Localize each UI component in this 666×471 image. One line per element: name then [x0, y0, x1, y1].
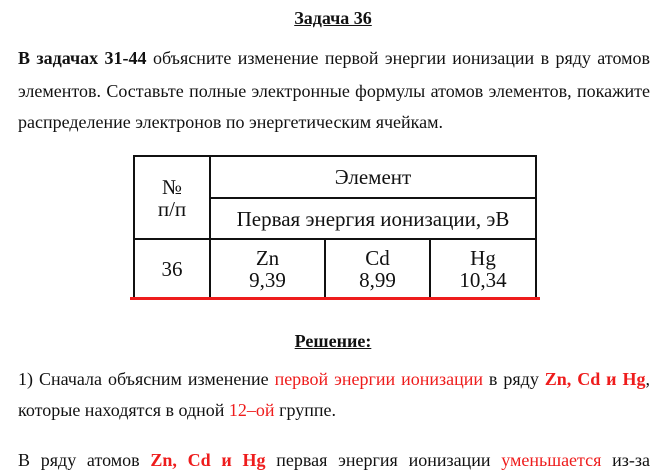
task-line-2: элементов. Составьте полные электронные … [18, 81, 650, 101]
task-range: В задачах 31-44 [18, 48, 147, 68]
row-number: 36 [133, 238, 211, 300]
task-line-3: распределение электронов по энергетическ… [18, 112, 444, 132]
element-cell: Hg 10,34 [429, 238, 537, 300]
element-header: Элемент [209, 155, 537, 199]
energy-header: Первая энергия ионизации, эВ [209, 197, 537, 240]
task-text: объясните изменение первой энергии иониз… [146, 48, 650, 68]
task-line-1: В задачах 31-44 объясните изменение перв… [18, 47, 650, 69]
solution-line-2: которые находятся в одной 12–ой группе. [18, 400, 336, 420]
task-title: Задача 36 [294, 8, 372, 28]
solution-line-1: 1) Сначала объясним изменение первой эне… [18, 369, 651, 389]
ionization-table: № п/п Элемент Первая энергия ионизации, … [133, 155, 537, 300]
red-underline [130, 297, 540, 300]
col-num-header: № п/п [133, 155, 211, 240]
solution-heading: Решение: [294, 331, 372, 351]
solution-line-3: В ряду атомов Zn, Cd и Hg первая энергия… [18, 450, 650, 470]
element-cell: Zn 9,39 [209, 238, 326, 300]
element-cell: Cd 8,99 [324, 238, 431, 300]
